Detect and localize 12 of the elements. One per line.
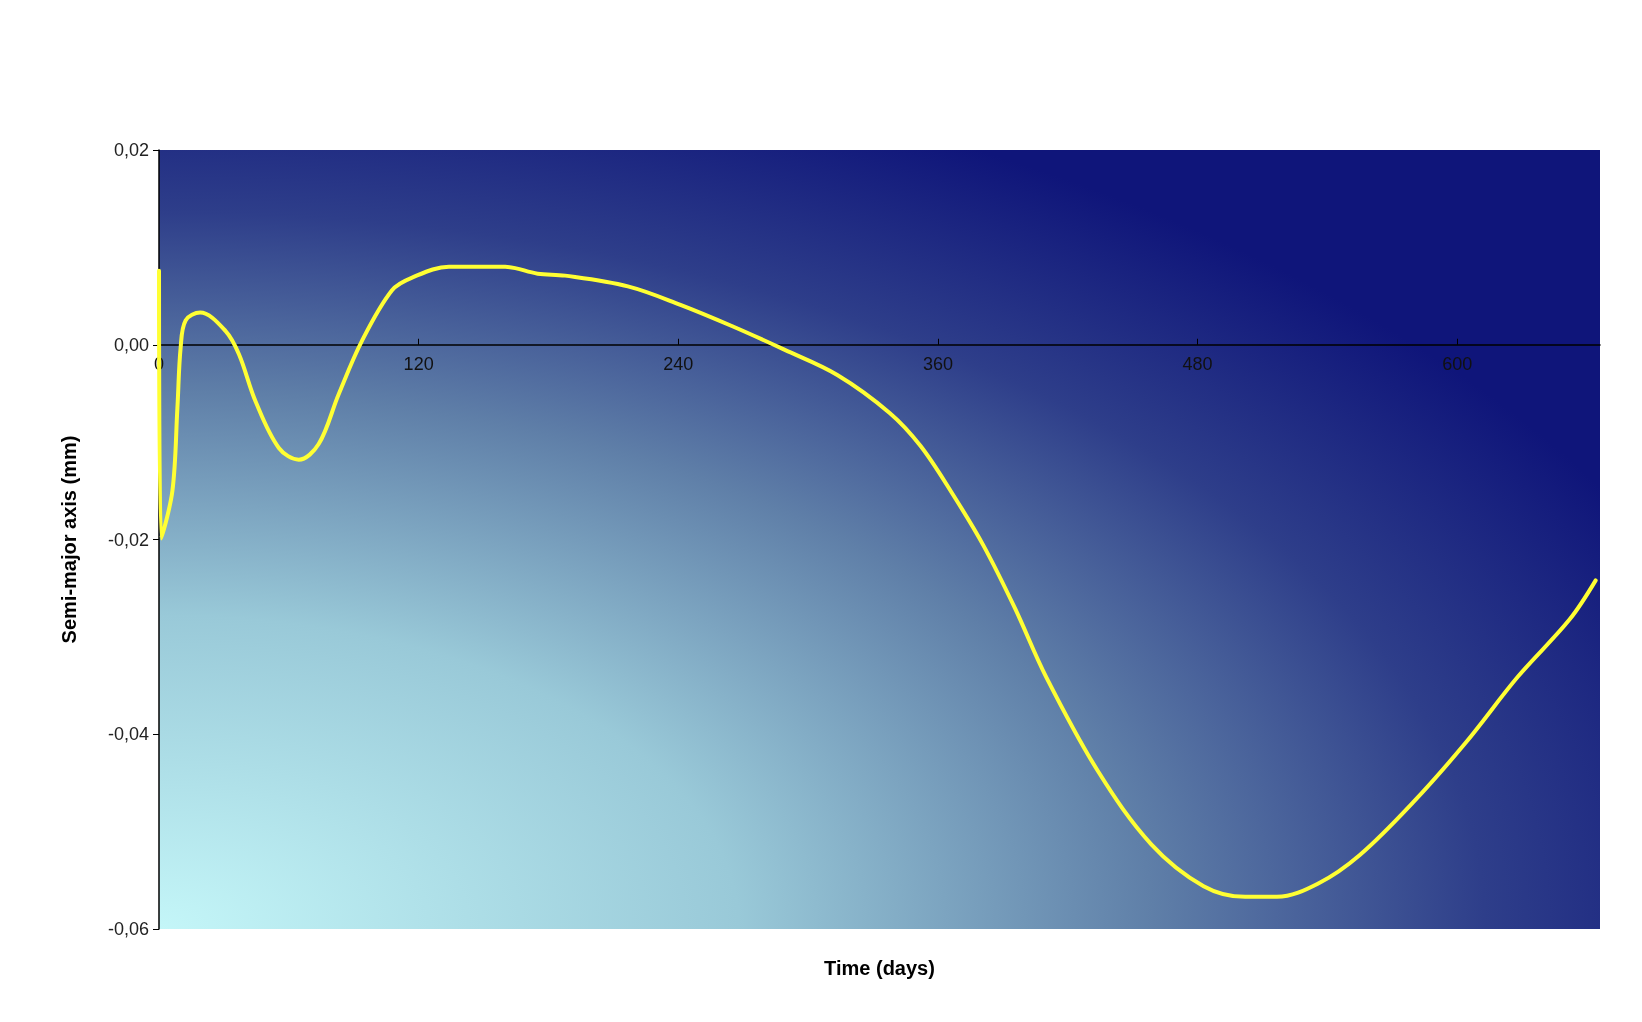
y-tick-label: 0,00 xyxy=(113,334,149,355)
x-axis-title: Time (days) xyxy=(824,957,935,979)
x-tick-label: 600 xyxy=(1442,353,1473,374)
x-tick-label: 360 xyxy=(922,353,953,374)
x-tick-label: 120 xyxy=(403,353,434,374)
y-tick-label: -0,06 xyxy=(107,919,149,939)
x-tick-label: 240 xyxy=(663,353,694,374)
y-axis-title: Semi-major axis (mm) xyxy=(58,435,80,644)
y-tick-label: -0,02 xyxy=(107,529,149,550)
y-tick-label: 0,02 xyxy=(113,140,149,160)
x-tick-label: 480 xyxy=(1182,353,1213,374)
y-tick-label: -0,04 xyxy=(107,724,149,745)
